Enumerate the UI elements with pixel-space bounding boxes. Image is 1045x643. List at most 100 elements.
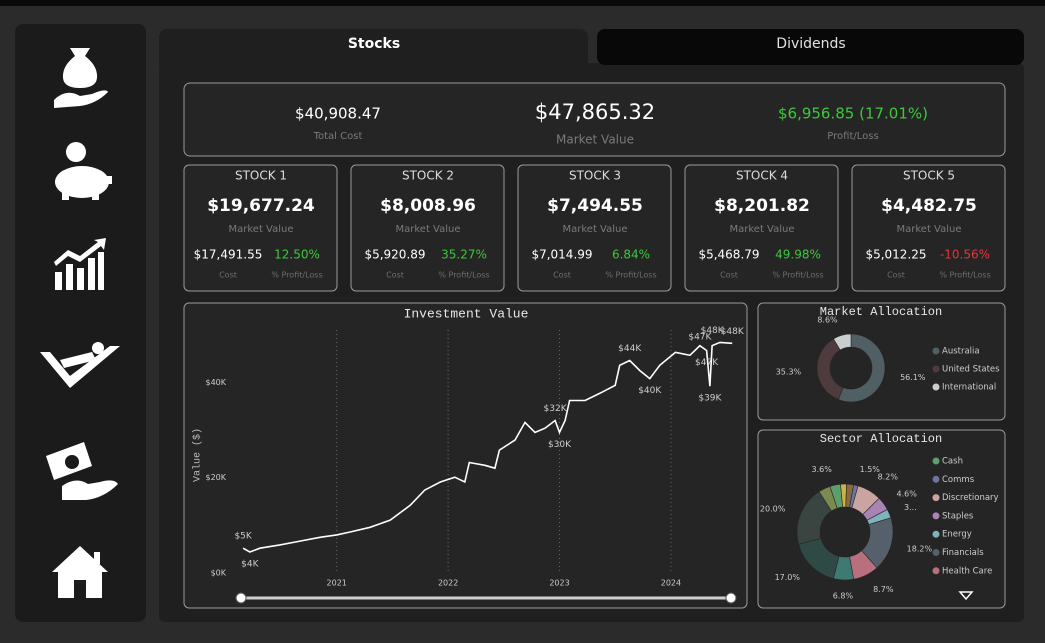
stock-name: STOCK 4 — [736, 169, 788, 183]
y-tick-label: $0K — [211, 569, 227, 578]
x-tick-label: 2023 — [549, 579, 569, 588]
head — [92, 342, 104, 354]
stock-pl-label: % Profit/Loss — [438, 271, 489, 280]
data-label: $44K — [618, 344, 642, 354]
legend-label: International — [942, 383, 996, 393]
stock-market-value-label: Market Value — [228, 224, 293, 235]
stock-market-value: $8,201.82 — [714, 196, 810, 216]
hand — [62, 480, 118, 500]
pie-value-label: 20.0% — [760, 504, 786, 513]
pie-slice — [833, 333, 852, 351]
legend-marker — [932, 457, 940, 465]
cash-hand-icon[interactable] — [46, 442, 118, 500]
bar — [55, 272, 62, 290]
sidebar — [15, 24, 146, 622]
legend-marker — [932, 365, 940, 373]
home-icon[interactable] — [52, 546, 108, 598]
y-axis-label: Value ($) — [192, 428, 204, 482]
legend-label: Energy — [942, 530, 972, 540]
legend-scroll-arrow[interactable] — [958, 591, 974, 601]
y-tick-label: $40K — [205, 378, 226, 387]
data-label: $30K — [548, 440, 572, 450]
stock-market-value: $19,677.24 — [207, 196, 315, 216]
chart-title: Sector Allocation — [820, 432, 942, 446]
data-label: $32K — [544, 404, 568, 414]
stock-cost: $5,012.25 — [865, 248, 926, 262]
summary-value: $6,956.85 (17.01%) — [778, 105, 928, 123]
stock-cost-label: Cost — [386, 271, 404, 280]
stock-cost: $5,920.89 — [364, 248, 425, 262]
stock-market-value: $4,482.75 — [881, 196, 977, 216]
pie-value-label: 8.2% — [878, 472, 899, 481]
stock-market-value: $8,008.96 — [380, 196, 476, 216]
pig-leg — [62, 190, 69, 200]
stock-card — [684, 164, 839, 292]
legend-label: Discretionary — [942, 493, 999, 503]
tab-label[interactable]: Dividends — [776, 36, 845, 52]
pie-value-label: 8.6% — [817, 315, 838, 324]
y-tick-label: $20K — [205, 473, 226, 482]
door — [74, 580, 86, 598]
data-label: $40K — [638, 386, 662, 396]
stock-card — [350, 164, 505, 292]
stock-name: STOCK 3 — [569, 169, 621, 183]
money-bag-icon[interactable] — [54, 48, 108, 108]
stock-pl: 35.27% — [441, 248, 487, 262]
hand — [54, 90, 108, 108]
summary-box — [183, 82, 1006, 157]
legend-marker — [932, 530, 940, 538]
summary-label: Total Cost — [313, 131, 363, 142]
slider-handle[interactable] — [725, 592, 737, 604]
summary-value: $40,908.47 — [295, 105, 381, 123]
chimney — [94, 552, 100, 564]
data-label: $5K — [234, 532, 252, 542]
legend-label: Australia — [942, 347, 980, 357]
tab-label[interactable]: Stocks — [348, 36, 400, 52]
line-chart-box — [183, 302, 748, 609]
relax-icon[interactable] — [40, 342, 120, 388]
legend-marker — [932, 567, 940, 575]
pie-value-label: 56.1% — [900, 373, 926, 382]
data-label: $48K — [701, 326, 725, 336]
pie-value-label: 35.3% — [776, 367, 802, 376]
growth-chart-icon[interactable] — [54, 238, 106, 290]
legend-label: Financials — [942, 548, 984, 558]
pie-value-label: 4.6% — [897, 490, 918, 499]
pie-value-label: 3.6% — [812, 465, 833, 474]
summary-value: $47,865.32 — [535, 100, 655, 124]
stock-card — [851, 164, 1006, 292]
legend-marker — [932, 549, 940, 556]
pig-snout — [104, 176, 112, 184]
stock-cost: $17,491.55 — [194, 248, 263, 262]
stock-cost-label: Cost — [720, 271, 738, 280]
stock-pl-label: % Profit/Loss — [939, 271, 990, 280]
stock-market-value-label: Market Value — [896, 224, 961, 235]
stock-pl: -10.56% — [940, 248, 990, 262]
stock-market-value-label: Market Value — [729, 224, 794, 235]
stock-pl-label: % Profit/Loss — [772, 271, 823, 280]
legend-label: Staples — [942, 511, 974, 521]
slider-handle[interactable] — [235, 592, 247, 604]
pie-value-label: 8.7% — [873, 585, 894, 594]
hammock — [40, 346, 120, 388]
pie-value-label: 1.5% — [860, 465, 881, 474]
stock-market-value-label: Market Value — [395, 224, 460, 235]
stock-name: STOCK 1 — [235, 169, 287, 183]
stock-market-value: $7,494.55 — [547, 196, 643, 216]
chart-title: Market Allocation — [820, 305, 942, 319]
x-tick-label: 2024 — [661, 579, 681, 588]
legend-marker — [932, 383, 940, 391]
legend-label: Health Care — [942, 566, 992, 576]
legend-label: Cash — [942, 457, 963, 467]
pie-value-label: 6.8% — [833, 591, 854, 600]
stock-pl: 12.50% — [274, 248, 320, 262]
tab-dividends[interactable] — [597, 29, 1024, 65]
piggy-bank-icon[interactable] — [55, 142, 112, 200]
pie-slice — [837, 333, 886, 403]
bar — [98, 252, 104, 290]
tab-stocks[interactable] — [159, 29, 588, 73]
coin — [66, 142, 86, 162]
bar — [77, 268, 84, 290]
summary-label: Profit/Loss — [827, 131, 878, 142]
